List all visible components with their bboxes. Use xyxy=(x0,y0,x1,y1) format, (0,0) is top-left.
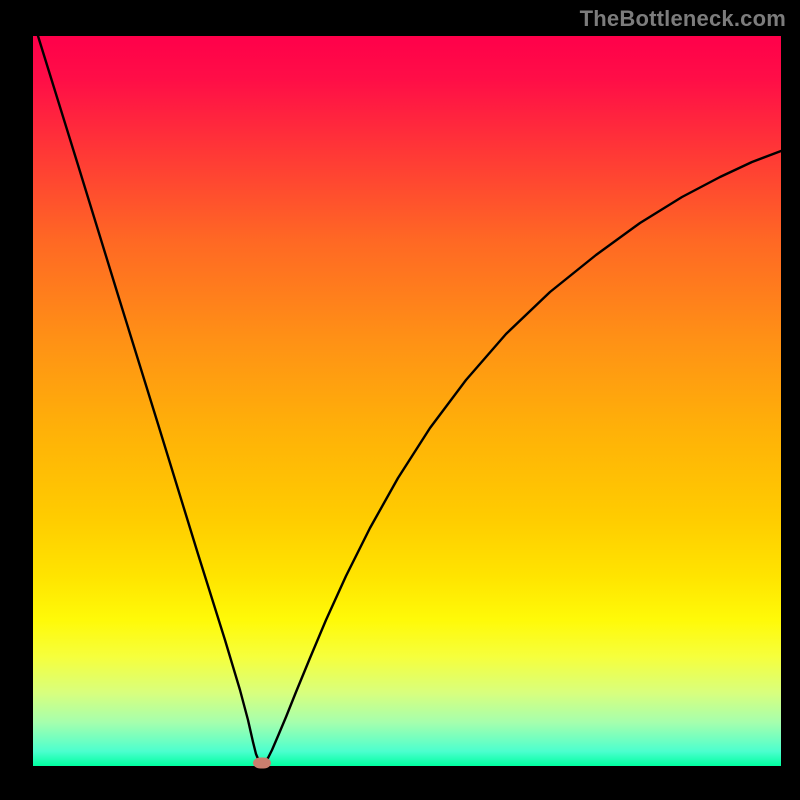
curve-layer xyxy=(0,0,800,800)
chart-container: TheBottleneck.com xyxy=(0,0,800,800)
watermark-label: TheBottleneck.com xyxy=(580,6,786,32)
bottleneck-curve xyxy=(38,36,781,764)
optimal-point-marker xyxy=(253,758,271,769)
